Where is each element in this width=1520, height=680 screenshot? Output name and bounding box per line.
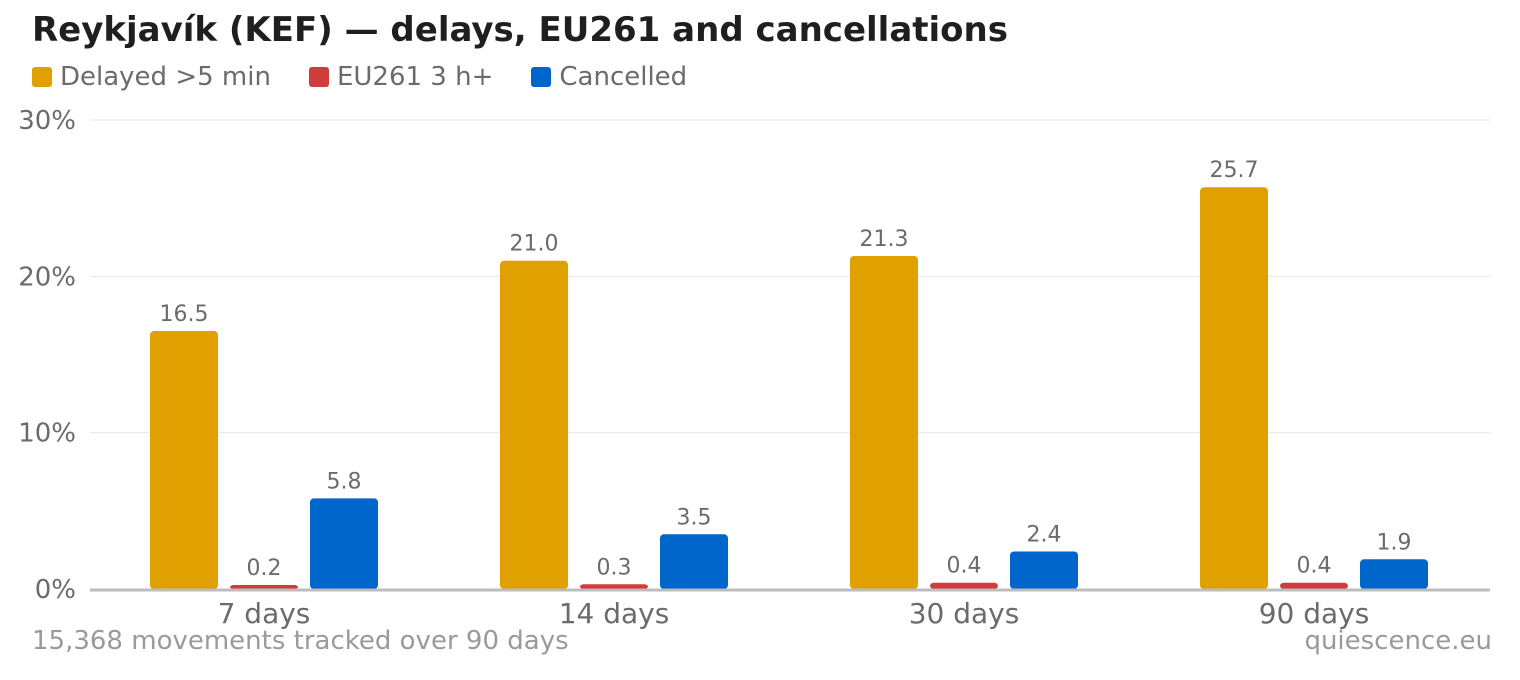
y-tick-label: 10% (18, 419, 76, 449)
legend-swatch (32, 67, 52, 87)
x-tick-label: 7 days (218, 597, 311, 630)
data-label: 2.4 (1027, 522, 1062, 547)
x-tick-label: 30 days (909, 597, 1020, 630)
data-label: 3.5 (677, 505, 712, 530)
data-label: 0.4 (1297, 554, 1332, 579)
legend-label: EU261 3 h+ (336, 62, 494, 92)
data-label: 0.4 (947, 554, 982, 579)
bar (500, 260, 568, 589)
legend-item: Delayed >5 min (32, 62, 271, 92)
x-tick-label: 90 days (1259, 597, 1370, 630)
legend-item: Cancelled (531, 62, 687, 92)
y-tick-label: 20% (18, 262, 76, 292)
data-label: 0.3 (597, 555, 632, 580)
bar (1010, 551, 1078, 589)
data-label: 21.0 (510, 232, 559, 257)
legend-label: Cancelled (559, 62, 688, 92)
bar (1280, 582, 1348, 589)
data-label: 16.5 (160, 302, 209, 327)
bar (1200, 187, 1268, 589)
data-label: 25.7 (1210, 158, 1259, 183)
legend-swatch (308, 67, 329, 87)
footnote: 15,368 movements tracked over 90 days (32, 626, 569, 656)
bar (230, 585, 298, 589)
legend-item: EU261 3 h+ (308, 62, 494, 92)
chart-legend: Delayed >5 min EU261 3 h+ Cancelled (32, 60, 725, 94)
chart-title: Reykjavík (KEF) — delays, EU261 and canc… (32, 10, 1008, 50)
x-tick-label: 14 days (559, 597, 670, 630)
source-credit: quiescence.eu (1304, 626, 1492, 656)
bar (1360, 559, 1428, 589)
bar (310, 498, 378, 589)
bar (660, 534, 728, 589)
bar (150, 331, 218, 589)
data-label: 0.2 (247, 556, 282, 581)
y-tick-label: 30% (18, 106, 76, 136)
data-label: 1.9 (1377, 530, 1412, 555)
bar (580, 584, 648, 589)
bar (930, 582, 998, 589)
data-label: 21.3 (860, 227, 909, 252)
legend-label: Delayed >5 min (60, 62, 271, 92)
y-tick-label: 0% (35, 575, 76, 605)
data-label: 5.8 (327, 469, 362, 494)
legend-swatch (531, 67, 552, 87)
bar (850, 256, 918, 589)
